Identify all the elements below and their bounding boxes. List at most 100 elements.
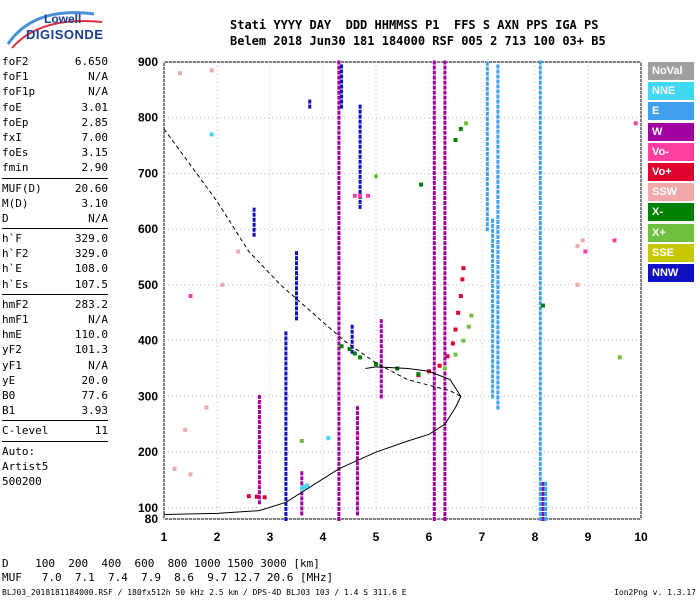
data-point [257, 470, 261, 475]
data-point [432, 246, 436, 251]
data-point [358, 193, 363, 198]
data-point [355, 456, 359, 461]
data-point [443, 236, 447, 241]
data-point [538, 331, 542, 336]
data-point [172, 466, 177, 471]
data-point [337, 170, 341, 175]
data-point [485, 172, 489, 177]
data-point [432, 406, 436, 411]
data-point [443, 70, 447, 75]
data-point [295, 311, 298, 316]
data-point [580, 238, 585, 243]
data-point [496, 119, 500, 124]
muf-row: MUF 7.0 7.1 7.4 7.9 8.6 9.7 12.7 20.6 [M… [2, 571, 334, 584]
data-point [496, 89, 500, 94]
data-point [443, 301, 447, 306]
param-label: yE [2, 373, 16, 387]
data-point [358, 174, 362, 179]
data-point [583, 249, 588, 254]
data-point [491, 344, 495, 349]
data-point [443, 226, 447, 231]
data-point [257, 399, 261, 404]
data-point [300, 506, 304, 511]
data-point [204, 405, 209, 410]
data-point [485, 66, 489, 71]
data-point [443, 426, 447, 431]
profile-curve [163, 366, 462, 515]
param-row: fmin 2.90 [2, 160, 108, 175]
data-point [432, 190, 436, 195]
data-point [355, 511, 359, 516]
data-point [337, 311, 341, 316]
data-point [496, 310, 500, 315]
data-point [337, 115, 341, 120]
data-point [262, 495, 267, 500]
data-point [432, 261, 436, 266]
data-point [337, 226, 341, 231]
data-point [538, 471, 542, 476]
data-point [443, 491, 447, 496]
data-point [284, 356, 288, 361]
param-label: fxI [2, 130, 22, 144]
data-point [379, 374, 383, 379]
data-point [443, 336, 447, 341]
data-point [284, 361, 288, 366]
data-point [337, 346, 341, 351]
data-point [284, 461, 288, 466]
data-point [432, 401, 436, 406]
data-point [538, 130, 542, 135]
data-point [252, 227, 256, 232]
data-point [541, 501, 545, 506]
data-point [538, 185, 542, 190]
data-point [538, 85, 542, 90]
data-point [355, 471, 359, 476]
data-point [443, 411, 447, 416]
data-point [491, 218, 495, 223]
data-point [337, 165, 341, 170]
data-point [337, 386, 341, 391]
data-point [538, 271, 542, 276]
data-point [432, 226, 436, 231]
data-point [337, 351, 341, 356]
data-point [491, 248, 495, 253]
data-point [443, 256, 447, 261]
data-point [443, 115, 447, 120]
data-point [496, 390, 500, 395]
data-point [257, 480, 261, 485]
data-point [485, 116, 489, 121]
data-point [432, 336, 436, 341]
data-point [541, 506, 545, 511]
data-point [432, 496, 436, 501]
data-point [302, 485, 307, 490]
data-point [432, 461, 436, 466]
data-point [358, 199, 362, 204]
data-point [491, 374, 495, 379]
data-point [432, 60, 436, 65]
data-point [485, 81, 489, 86]
data-point [337, 431, 341, 436]
data-point [350, 349, 354, 354]
data-point [541, 511, 545, 516]
data-point [443, 221, 447, 226]
data-point [337, 125, 341, 130]
data-point [496, 184, 500, 189]
data-point [432, 431, 436, 436]
data-point [538, 396, 542, 401]
data-point [538, 311, 542, 316]
separator [2, 228, 108, 230]
param-label: foE [2, 100, 22, 114]
data-point [257, 485, 261, 490]
data-point [337, 496, 341, 501]
data-point [538, 170, 542, 175]
x-tick-label: 4 [320, 530, 327, 544]
data-point [284, 421, 288, 426]
data-point [491, 263, 495, 268]
data-point [379, 394, 383, 399]
data-point [485, 76, 489, 81]
data-point [538, 336, 542, 341]
data-point [337, 336, 341, 341]
legend-item: X- [648, 203, 694, 222]
data-point [379, 339, 383, 344]
auto-scaling-line: Auto: [2, 444, 36, 458]
data-point [340, 69, 344, 74]
